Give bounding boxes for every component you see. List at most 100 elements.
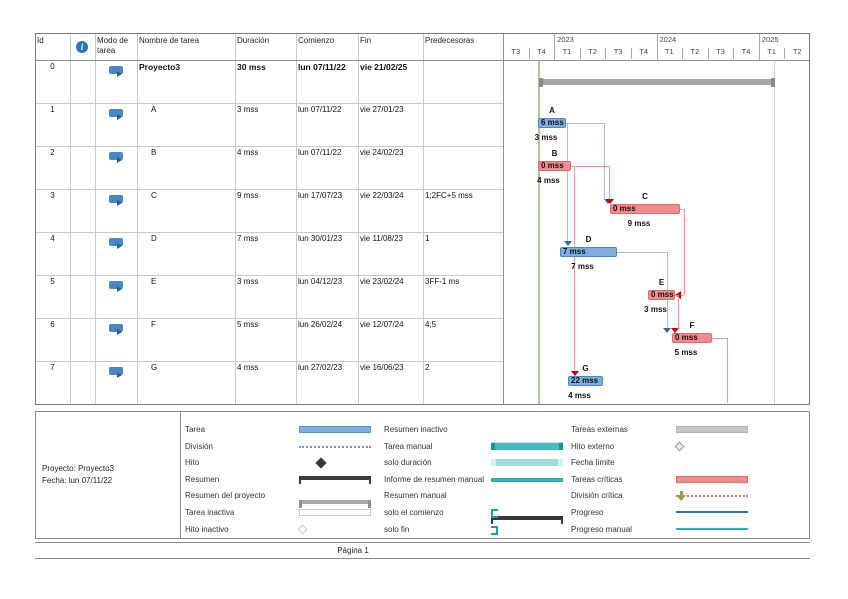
link-line-blue xyxy=(566,123,604,124)
column-separator xyxy=(137,33,138,404)
cell-finish: vie 23/02/24 xyxy=(360,277,404,286)
task-bar-F xyxy=(672,333,712,343)
column-header-duration: Duración xyxy=(237,36,270,45)
cell-duration: 30 mss xyxy=(237,62,266,72)
cell-start: lun 30/01/23 xyxy=(298,234,343,243)
cell-id: 5 xyxy=(50,277,55,286)
link-line-red xyxy=(684,209,685,295)
legend-label-arrow-green: Fecha límite xyxy=(571,458,615,468)
task-bar-D xyxy=(560,247,617,257)
link-line-red xyxy=(681,295,684,296)
task-name-label: G xyxy=(582,364,589,373)
legend-symbol-diamond-black xyxy=(315,457,327,469)
timeline-quarter-tick xyxy=(707,48,709,59)
cell-predecessors: 3FF-1 ms xyxy=(425,277,460,286)
task-name-label: D xyxy=(585,235,592,244)
timeline-quarter-tick xyxy=(733,48,735,59)
column-separator xyxy=(296,33,297,404)
column-header-mode: Modo de tarea xyxy=(97,36,129,55)
legend-label-line-blue: Progreso xyxy=(571,508,604,517)
cell-finish: vie 12/07/24 xyxy=(360,320,404,329)
task-duration-label: 7 mss xyxy=(571,262,594,271)
timeline-quarter-label: T2 xyxy=(690,47,700,56)
legend-symbol-bracket-close xyxy=(491,525,498,535)
link-arrow-icon xyxy=(671,328,679,333)
cell-duration: 7 mss xyxy=(237,234,259,243)
timeline-quarter-label: T1 xyxy=(664,47,674,56)
cell-id: 4 xyxy=(50,234,55,243)
link-line-red xyxy=(574,166,575,371)
column-separator xyxy=(358,33,359,404)
cell-duration: 9 mss xyxy=(237,191,259,200)
timeline-year-tick xyxy=(758,34,760,60)
legend-symbol-bar-teal-light xyxy=(491,459,563,467)
timeline-quarter-label: T2 xyxy=(588,47,597,56)
link-line-blue xyxy=(567,123,568,241)
cell-id: 6 xyxy=(50,320,55,329)
task-mode-icon xyxy=(109,281,123,292)
cell-predecessors: 2 xyxy=(425,363,430,372)
task-mode-icon xyxy=(109,109,123,120)
row-separator xyxy=(35,275,503,276)
timeline-quarter-label: T4 xyxy=(639,47,649,56)
page-footer: Página 1 xyxy=(35,542,810,559)
legend-label-bar-red: Tareas críticas xyxy=(571,474,623,484)
legend-label-bracket-close: solo fin xyxy=(384,524,410,534)
legend-symbol-bracket-gray xyxy=(299,500,371,509)
column-header-predecessors: Predecesoras xyxy=(425,36,475,45)
timeline-quarter-label: T3 xyxy=(716,47,725,56)
column-separator xyxy=(95,33,96,404)
legend-label-bracket-black: Resumen xyxy=(185,474,220,484)
timeline-quarter-label: T3 xyxy=(511,47,521,56)
cell-id: 3 xyxy=(50,191,55,200)
table-chart-divider xyxy=(503,33,504,404)
link-line-red xyxy=(727,338,728,403)
timeline-year-label: 2023 xyxy=(557,35,574,44)
link-line-red xyxy=(678,295,679,328)
timeline-quarter-tick xyxy=(579,48,581,59)
row-separator xyxy=(35,189,503,190)
timeline-quarter-label: T1 xyxy=(767,47,776,56)
task-duration-label: 3 mss xyxy=(534,133,558,142)
link-line-red xyxy=(571,166,574,167)
legend-symbol-diamond-gray xyxy=(674,441,685,452)
task-name-label: E xyxy=(658,278,665,287)
column-header-info: i xyxy=(70,34,95,60)
task-bar-C xyxy=(610,204,680,214)
legend-symbol-bar-blue xyxy=(299,426,371,433)
row-separator xyxy=(35,103,503,104)
cell-finish: vie 22/03/24 xyxy=(360,191,404,200)
column-separator xyxy=(70,33,71,404)
legend-symbol-bracket-black xyxy=(299,475,371,484)
legend-symbol-bar-inactive xyxy=(299,509,371,516)
cell-name: G xyxy=(151,363,158,372)
cell-start: lun 27/02/23 xyxy=(298,363,343,372)
main-frame xyxy=(35,33,810,405)
legend-label-dots-blue: División xyxy=(185,441,214,451)
task-name-label: B xyxy=(551,149,558,158)
link-line-red xyxy=(609,166,610,199)
legend-label-line-teal: Progreso manual xyxy=(571,524,632,534)
legend-label-bracket-dark: Resumen manual xyxy=(384,491,447,501)
legend-symbol-bar-teal xyxy=(491,442,563,450)
project-name: Proyecto: Proyecto3 xyxy=(42,464,115,473)
legend-label-bar-blue: Tarea xyxy=(185,425,206,434)
column-header-name: Nombre de tarea xyxy=(139,36,200,45)
legend-symbol-line-teal xyxy=(676,527,748,530)
timeline-quarter-label: T3 xyxy=(613,47,623,56)
legend-label-bracket-light: Resumen inactivo xyxy=(384,425,448,434)
legend-symbol-arrow-green xyxy=(676,491,688,502)
column-header-id: Id xyxy=(37,36,44,45)
timeline-year-tick xyxy=(554,34,556,60)
legend-label-bar-gray: Tareas externas xyxy=(571,425,628,434)
link-line-red xyxy=(675,295,678,296)
task-slack-label: 22 mss xyxy=(571,376,599,385)
legend-label-bracket-open: solo el comienzo xyxy=(384,508,444,517)
legend-symbol-bar-teal-thin xyxy=(491,477,563,482)
cell-name: B xyxy=(151,148,157,157)
column-header-finish: Fin xyxy=(360,36,372,45)
cell-predecessors: 1;2FC+5 mss xyxy=(425,191,473,200)
row-separator xyxy=(35,232,503,233)
